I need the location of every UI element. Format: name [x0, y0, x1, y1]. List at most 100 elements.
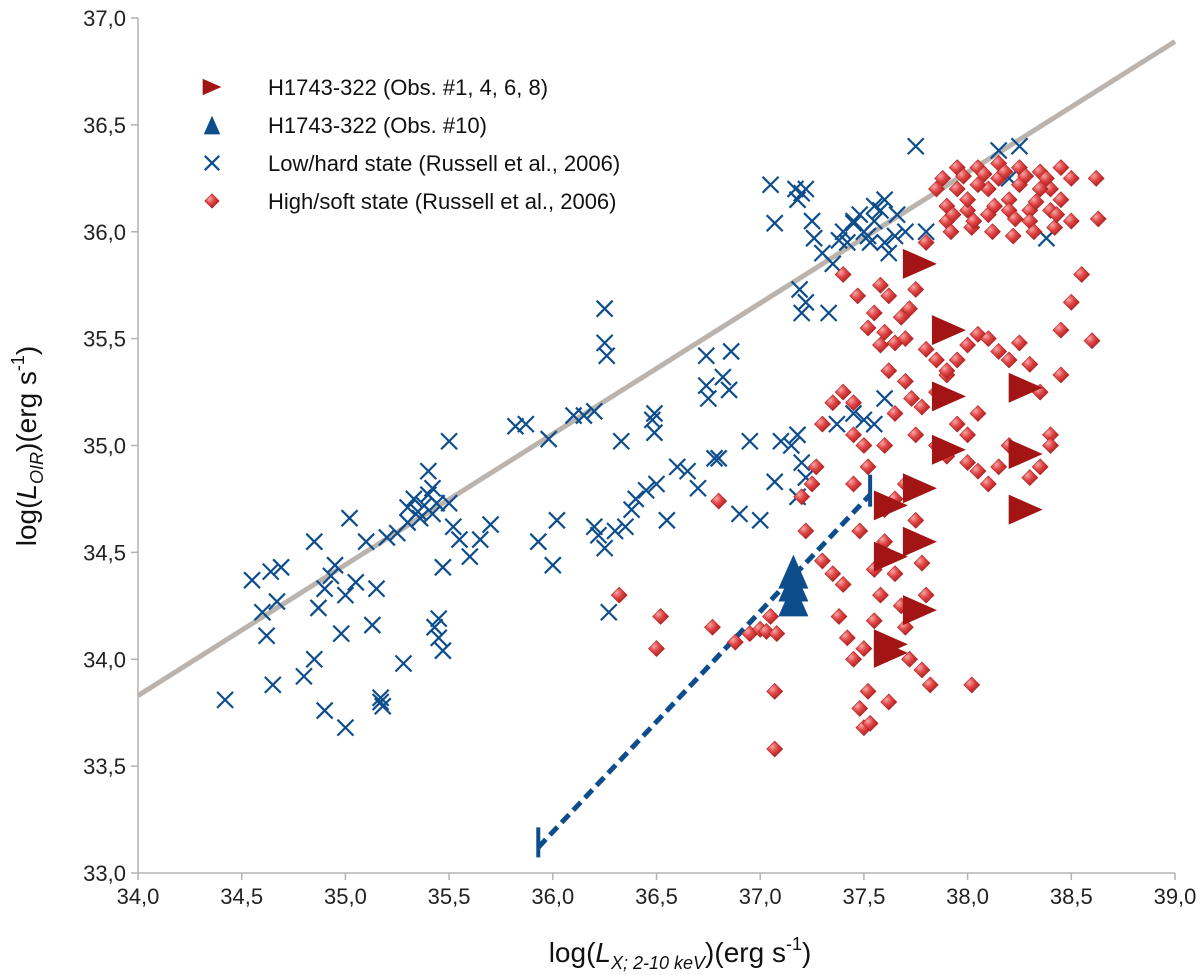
lowhard-point-x — [765, 473, 784, 491]
legend-label: Low/hard state (Russell et al., 2006) — [268, 151, 620, 176]
lowhard-point-x — [597, 346, 616, 365]
lowhard-point-x — [340, 509, 359, 527]
lowhard-point-x — [371, 693, 390, 711]
highsoft-point — [896, 618, 914, 636]
lowhard-point-x — [772, 432, 790, 451]
obs-1-4-6-8-point — [902, 473, 937, 504]
highsoft-point — [859, 319, 877, 337]
lowhard-point-x — [548, 511, 566, 530]
highsoft-point — [1017, 167, 1035, 185]
highsoft-point — [901, 650, 918, 668]
highsoft-point — [834, 383, 852, 401]
lowhard-point-x — [336, 718, 355, 737]
lowhard-point-x — [309, 599, 328, 617]
highsoft-point — [1062, 169, 1080, 187]
lowhard-point-x — [471, 530, 489, 549]
x-axis-title-prefix: log( — [549, 937, 596, 968]
x-axis-title: log(LX; 2-10 keV)(erg s-1) — [549, 934, 812, 973]
lowhard-point-x — [865, 212, 884, 230]
lowhard-point-x — [216, 691, 234, 709]
lowhard-point-x — [709, 449, 728, 468]
lowhard-point-x — [481, 515, 500, 534]
highsoft-point — [1046, 219, 1064, 236]
highsoft-point — [1004, 227, 1022, 245]
highsoft-point — [1031, 458, 1049, 476]
highsoft-point — [1052, 191, 1070, 209]
lowhard-point-x — [243, 571, 261, 589]
lowhard-point-x — [797, 180, 815, 198]
x-tick-label: 38,5 — [1050, 884, 1093, 909]
highsoft-point — [959, 201, 977, 219]
lowhard-point-x — [257, 626, 276, 645]
highsoft-point — [896, 372, 914, 390]
y-tick-label: 33,0 — [83, 861, 126, 886]
obs-1-4-6-8-point — [931, 381, 966, 412]
highsoft-point — [1042, 437, 1059, 454]
legend-label: High/soft state (Russell et al., 2006) — [268, 189, 617, 214]
lowhard-point-x — [989, 141, 1008, 160]
lowhard-point-x — [204, 155, 220, 171]
lowhard-point-x — [865, 197, 884, 215]
highsoft-point — [830, 608, 848, 625]
lowhard-point-x — [440, 432, 458, 451]
fit-line — [136, 39, 1177, 698]
highsoft-point — [845, 426, 862, 444]
lowhard-point-x — [575, 406, 593, 425]
highsoft-point — [990, 343, 1008, 360]
highsoft-point — [865, 612, 883, 630]
highsoft-point — [824, 565, 842, 583]
y-tick-label: 33,5 — [83, 754, 126, 779]
highsoft-point — [892, 308, 910, 326]
highsoft-point — [204, 193, 220, 209]
obs-1-4-6-8-point — [1008, 439, 1043, 470]
highsoft-point — [928, 351, 945, 369]
highsoft-point — [710, 492, 728, 510]
lowhard-point-x — [585, 517, 604, 536]
lowhard-point-x — [332, 624, 351, 643]
highsoft-point — [757, 623, 775, 640]
lowhard-point-x — [322, 567, 340, 585]
lowhard-point-x — [824, 255, 842, 273]
highsoft-point — [797, 522, 815, 540]
highsoft-point — [803, 475, 821, 493]
obs-1-4-6-8-point — [1008, 372, 1043, 403]
highsoft-point — [768, 625, 786, 643]
lowhard-point-x — [606, 522, 624, 540]
obs-10-point — [778, 582, 809, 617]
lowhard-point-x — [886, 227, 904, 245]
highsoft-point — [913, 554, 931, 572]
lowhard-point-x — [896, 222, 915, 241]
x-axis-title-suffix: )(erg s — [705, 937, 786, 968]
lowhard-point-x — [805, 229, 823, 247]
lowhard-point-x — [880, 244, 898, 262]
highsoft-point — [813, 552, 831, 570]
lowhard-point-x — [425, 618, 444, 636]
tick-labels: 34,0 34,5 35,0 35,5 36,0 36,5 37,0 37,5 38,0 38,5… — [83, 6, 1196, 909]
highsoft-point — [986, 197, 1003, 215]
lowhard-point-x — [844, 214, 863, 232]
lowhard-point-x — [761, 175, 780, 194]
y-axis-title-sub: OIR — [27, 452, 47, 484]
highsoft-point — [880, 693, 898, 711]
lowhard-point-x — [751, 511, 769, 530]
obs-1-4-6-8-point — [931, 315, 966, 346]
lowhard-point-x — [645, 423, 664, 442]
highsoft-point — [979, 475, 997, 493]
lowhard-point-x — [440, 494, 458, 512]
lowhard-point-x — [875, 233, 894, 252]
highsoft-point — [984, 223, 1001, 241]
lowhard-point-x — [315, 701, 334, 720]
highsoft-point — [793, 488, 811, 506]
lowhard-point-x — [647, 475, 666, 493]
highsoft-point — [928, 180, 945, 198]
lowhard-point-x — [705, 449, 724, 468]
lowhard-point-x — [600, 603, 618, 622]
lowhard-point-x — [828, 415, 846, 433]
lowhard-point-x — [595, 539, 614, 557]
highsoft-point — [849, 287, 867, 305]
highsoft-point — [907, 511, 925, 529]
obs-1-4-6-8-point — [873, 490, 908, 521]
highsoft-point — [845, 650, 862, 668]
obs-10-point — [203, 115, 221, 135]
